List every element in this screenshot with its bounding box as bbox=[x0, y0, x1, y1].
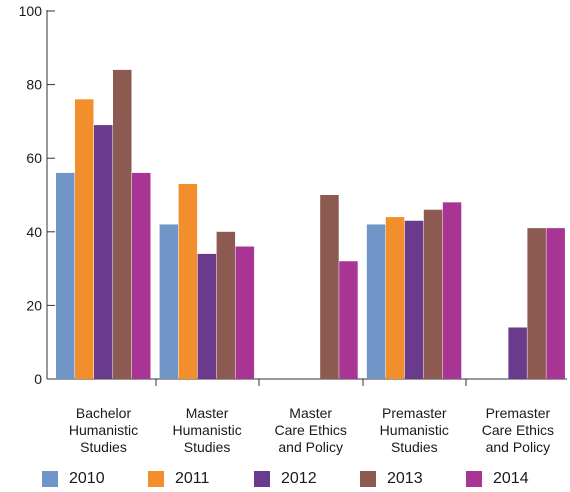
bar-2013 bbox=[527, 228, 546, 379]
legend-item-2014: 2014 bbox=[466, 470, 529, 488]
bar-2012 bbox=[404, 220, 424, 379]
bar-2010 bbox=[366, 224, 386, 379]
bar-2013 bbox=[423, 209, 443, 379]
legend-item-2013: 2013 bbox=[360, 470, 423, 488]
y-tick-label: 0 bbox=[34, 371, 42, 387]
bar-2014 bbox=[132, 172, 151, 379]
legend-label: 2013 bbox=[387, 470, 423, 487]
legend-item-2011: 2011 bbox=[148, 470, 209, 488]
bar-2010 bbox=[159, 224, 179, 379]
bar-2013 bbox=[113, 69, 132, 379]
bar-2013 bbox=[216, 231, 236, 379]
legend-swatch bbox=[254, 471, 270, 487]
bar-2011 bbox=[75, 99, 94, 379]
legend-item-2012: 2012 bbox=[254, 470, 317, 488]
y-tick-label: 100 bbox=[19, 3, 43, 19]
legend-label: 2012 bbox=[281, 470, 317, 487]
y-tick-label: 60 bbox=[26, 150, 42, 166]
x-tick-label: Premaster Humanistic Studies bbox=[379, 405, 449, 455]
legend-label: 2010 bbox=[69, 470, 105, 487]
y-tick-label: 20 bbox=[26, 297, 42, 313]
bars bbox=[56, 69, 565, 379]
bar-chart: 0 20 40 60 80 100 bbox=[19, 3, 567, 387]
bar-2012 bbox=[508, 327, 527, 379]
legend-label: 2011 bbox=[175, 470, 210, 487]
legend-swatch bbox=[466, 471, 482, 487]
x-tick-label: Bachelor Humanistic Studies bbox=[68, 405, 139, 455]
y-tick-label: 80 bbox=[26, 77, 42, 93]
x-tick-label: Master Humanistic Studies bbox=[172, 405, 242, 455]
legend: 2010 2011 2012 2013 2014 bbox=[42, 470, 562, 490]
bar-2014 bbox=[546, 228, 565, 379]
bar-2014 bbox=[442, 202, 462, 379]
y-tick-label: 40 bbox=[26, 224, 42, 240]
x-tick-label: Master Care Ethics and Policy bbox=[274, 405, 347, 455]
legend-swatch bbox=[360, 471, 376, 487]
bar-2010 bbox=[56, 172, 75, 379]
bar-2014 bbox=[235, 246, 255, 379]
x-tick-label: Premaster Care Ethics and Policy bbox=[481, 405, 555, 455]
bar-2012 bbox=[197, 253, 217, 379]
legend-item-2010: 2010 bbox=[42, 470, 105, 488]
legend-swatch bbox=[148, 471, 164, 487]
legend-label: 2014 bbox=[493, 470, 529, 487]
bar-2013 bbox=[320, 195, 339, 379]
legend-swatch bbox=[42, 471, 58, 487]
bar-2012 bbox=[94, 125, 113, 379]
bar-2014 bbox=[339, 261, 358, 379]
bar-2011 bbox=[385, 217, 405, 379]
bar-2011 bbox=[178, 183, 198, 379]
